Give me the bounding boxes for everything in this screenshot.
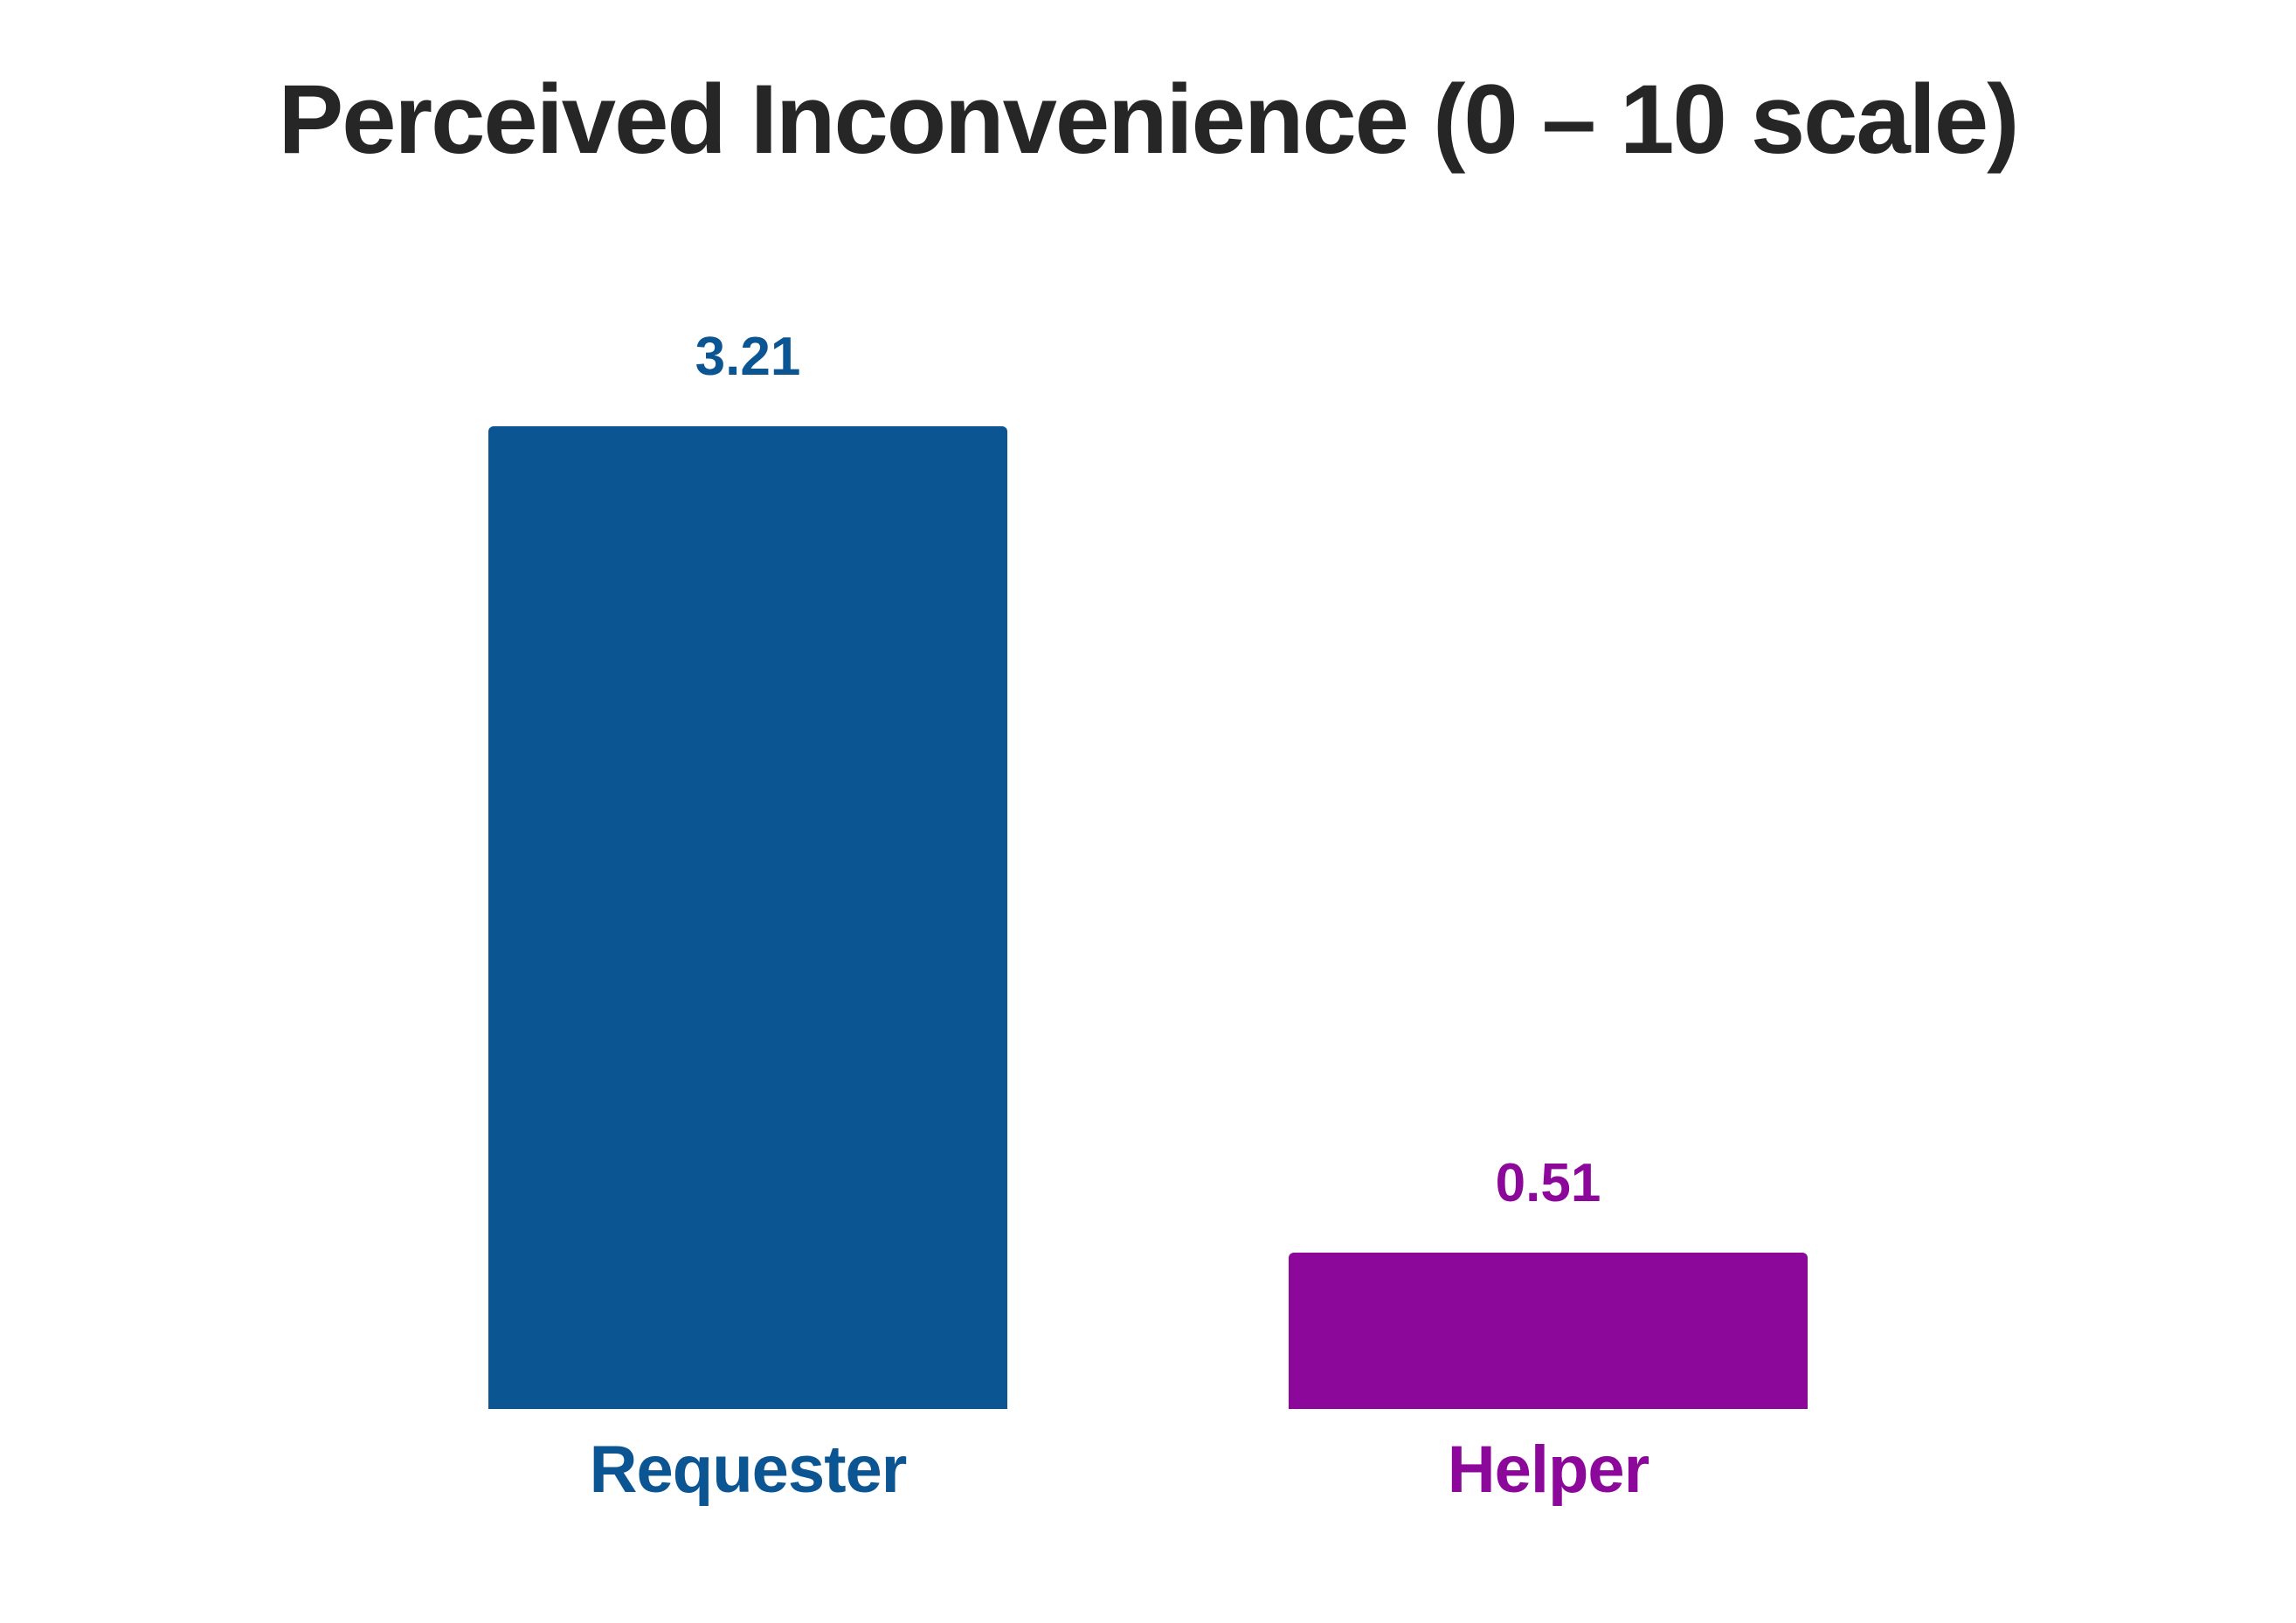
category-label-helper: Helper: [1447, 1433, 1650, 1507]
bar-requester: [488, 426, 1007, 1409]
plot-area: 3.21 0.51: [488, 326, 1808, 1409]
value-label-requester: 3.21: [695, 327, 801, 387]
bar-group-helper: 0.51: [1289, 1152, 1808, 1409]
category-axis: Requester Helper: [0, 1409, 2296, 1508]
category-label-requester: Requester: [589, 1433, 908, 1507]
value-label-helper: 0.51: [1495, 1153, 1601, 1213]
bar-helper: [1289, 1253, 1808, 1409]
chart-title: Perceived Inconvenience (0 – 10 scale): [278, 65, 2020, 174]
bar-group-requester: 3.21: [488, 326, 1007, 1409]
